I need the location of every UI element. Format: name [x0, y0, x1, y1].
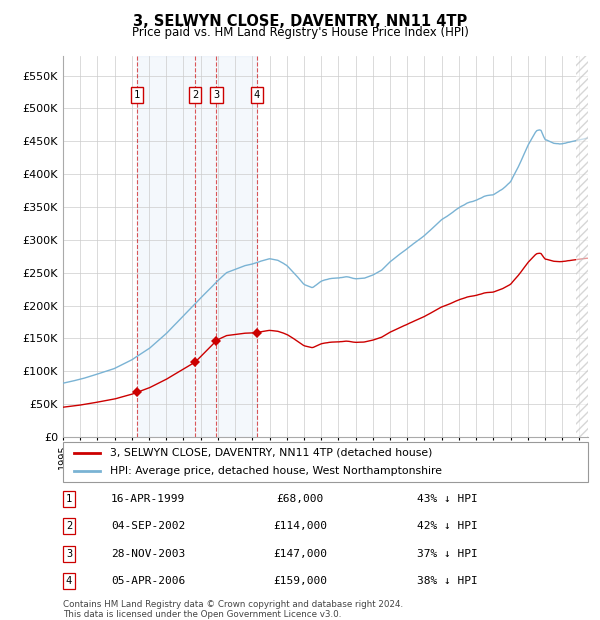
Text: 37% ↓ HPI: 37% ↓ HPI	[417, 549, 478, 559]
Text: 42% ↓ HPI: 42% ↓ HPI	[417, 521, 478, 531]
Polygon shape	[577, 56, 588, 437]
Text: 3: 3	[66, 549, 72, 559]
Text: 43% ↓ HPI: 43% ↓ HPI	[417, 494, 478, 504]
Text: 2: 2	[66, 521, 72, 531]
Bar	[137, 56, 257, 437]
Text: £147,000: £147,000	[273, 549, 327, 559]
Text: 38% ↓ HPI: 38% ↓ HPI	[417, 576, 478, 586]
Text: 05-APR-2006: 05-APR-2006	[111, 576, 185, 586]
Text: HPI: Average price, detached house, West Northamptonshire: HPI: Average price, detached house, West…	[110, 466, 442, 477]
Text: £114,000: £114,000	[273, 521, 327, 531]
Text: 1: 1	[134, 91, 140, 100]
Text: 3: 3	[213, 91, 220, 100]
Text: 4: 4	[254, 91, 260, 100]
Text: 2: 2	[192, 91, 198, 100]
Text: Price paid vs. HM Land Registry's House Price Index (HPI): Price paid vs. HM Land Registry's House …	[131, 26, 469, 39]
Text: 04-SEP-2002: 04-SEP-2002	[111, 521, 185, 531]
Text: £68,000: £68,000	[277, 494, 323, 504]
Text: Contains HM Land Registry data © Crown copyright and database right 2024.
This d: Contains HM Land Registry data © Crown c…	[63, 600, 403, 619]
Text: 28-NOV-2003: 28-NOV-2003	[111, 549, 185, 559]
Text: 4: 4	[66, 576, 72, 586]
FancyBboxPatch shape	[63, 442, 588, 482]
Text: 1: 1	[66, 494, 72, 504]
Text: 3, SELWYN CLOSE, DAVENTRY, NN11 4TP (detached house): 3, SELWYN CLOSE, DAVENTRY, NN11 4TP (det…	[110, 448, 433, 458]
Text: £159,000: £159,000	[273, 576, 327, 586]
Text: 3, SELWYN CLOSE, DAVENTRY, NN11 4TP: 3, SELWYN CLOSE, DAVENTRY, NN11 4TP	[133, 14, 467, 29]
Text: 16-APR-1999: 16-APR-1999	[111, 494, 185, 504]
